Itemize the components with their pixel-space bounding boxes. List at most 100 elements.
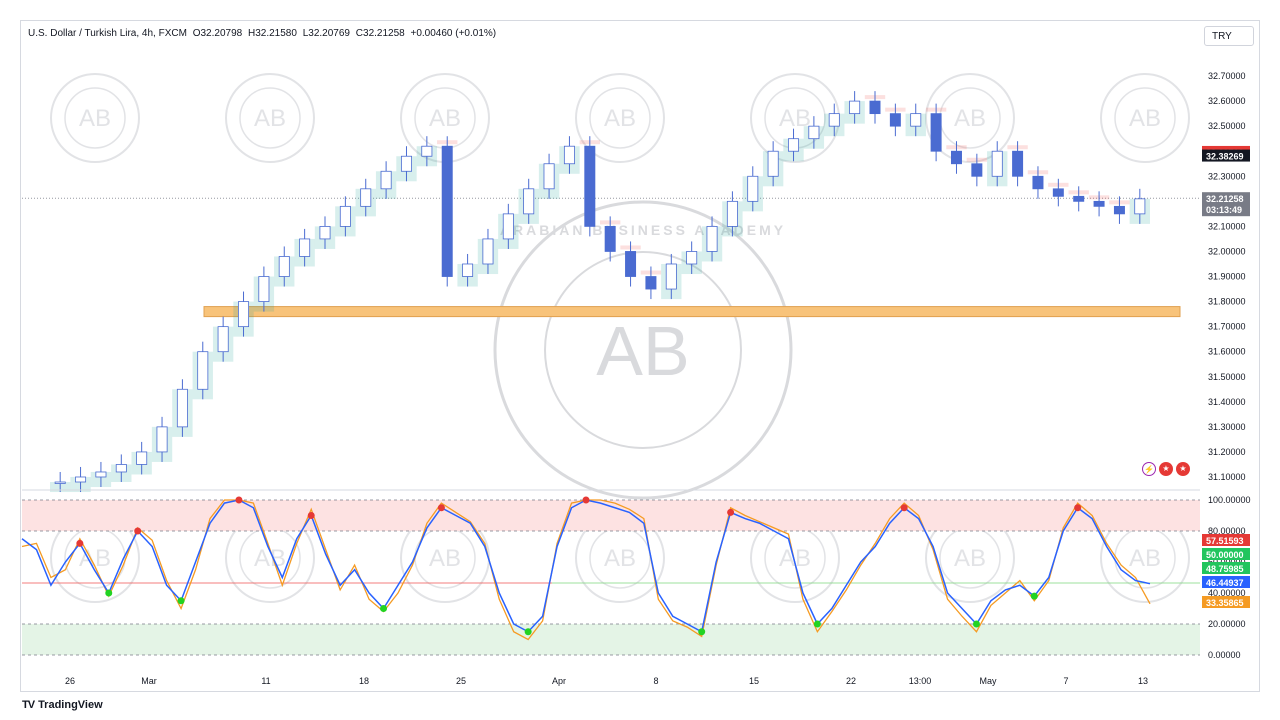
candle-body: [136, 451, 148, 465]
osc-tick-label: 100.00000: [1208, 495, 1251, 505]
osc-trough-dot: [813, 620, 821, 628]
osc-tag-value: 57.51593: [1206, 536, 1244, 546]
price-tick-label: 31.60000: [1208, 347, 1246, 357]
candle-body: [889, 113, 901, 127]
candle-body: [563, 145, 575, 165]
candle-body: [400, 155, 412, 172]
candle-body: [706, 225, 718, 252]
watermark-letters: AB: [604, 105, 636, 132]
osc-tag-box: [1202, 596, 1250, 608]
osc-peak-dot: [582, 496, 590, 504]
time-tick-label: 11: [261, 676, 270, 686]
tradingview-brand[interactable]: TV TradingView: [22, 699, 103, 711]
candle-body: [360, 188, 372, 207]
price-tag-box: [1202, 149, 1250, 162]
candle-body: [849, 100, 861, 115]
candle-body: [95, 471, 107, 478]
chart-frame: [20, 20, 1260, 692]
price-tick-label: 31.80000: [1208, 297, 1246, 307]
watermark-ring: [1100, 73, 1190, 163]
candle-body: [869, 100, 881, 115]
candle-body: [543, 163, 555, 190]
time-tick-label: 25: [456, 676, 466, 686]
candle-body: [299, 238, 311, 257]
osc-tag-box: [1202, 576, 1250, 588]
candle-body: [54, 481, 66, 484]
watermark-letters: AB: [604, 545, 636, 572]
price-tick-label: 31.40000: [1208, 397, 1246, 407]
candle-body: [156, 426, 168, 453]
candle-body: [604, 225, 616, 252]
price-tick-label: 32.70000: [1208, 71, 1246, 81]
price-tick-label: 32.30000: [1208, 171, 1246, 181]
osc-tag-value: 50.00000: [1206, 550, 1244, 560]
price-tick-label: 31.30000: [1208, 422, 1246, 432]
candle-body: [645, 276, 657, 290]
us-flag-icon[interactable]: ★: [1159, 462, 1173, 476]
osc-peak-dot: [900, 504, 908, 512]
price-tag-box: [1202, 192, 1250, 217]
candle-body: [1113, 205, 1125, 215]
time-tick-label: 22: [846, 676, 856, 686]
oscillator-pane[interactable]: [21, 496, 1200, 656]
price-tick-label: 32.50000: [1208, 121, 1246, 131]
watermark-ring: [925, 73, 1015, 163]
candle-body: [339, 205, 351, 227]
osc-trough-dot: [698, 628, 706, 636]
candle-body: [523, 188, 535, 215]
price-tick-label: 32.60000: [1208, 96, 1246, 106]
watermark-ring: [50, 73, 140, 163]
price-tag-countdown: 03:13:49: [1206, 205, 1242, 215]
watermark-seal-large: AB ARABIAN BUSINESS ACADEMY: [493, 200, 793, 500]
candle-body: [665, 263, 677, 290]
candle-body: [625, 251, 637, 277]
candle-body: [910, 113, 922, 127]
osc-trough-dot: [177, 597, 185, 605]
lightning-icon[interactable]: ⚡: [1142, 462, 1156, 476]
watermark-letters: AB: [954, 105, 986, 132]
candle-body: [1134, 198, 1146, 215]
watermark-letters: AB: [254, 105, 286, 132]
us-flag-icon-2[interactable]: ★: [1176, 462, 1190, 476]
symbol-name[interactable]: U.S. Dollar / Turkish Lira, 4h, FXCM: [28, 28, 187, 39]
watermark-seal: AB: [1100, 73, 1190, 163]
osc-peak-dot: [307, 512, 315, 519]
candle-body: [828, 113, 840, 127]
candle-body: [1032, 175, 1044, 190]
candle-body: [421, 145, 433, 157]
candle-body: [584, 145, 596, 227]
candle-body: [747, 175, 759, 202]
price-tick-label: 31.70000: [1208, 322, 1246, 332]
watermark-seal: AB: [750, 73, 840, 163]
watermark-seal: AB: [575, 73, 665, 163]
osc-tick-label: 80.00000: [1208, 526, 1246, 536]
indicator-icons[interactable]: ⚡ ★ ★: [1142, 462, 1190, 476]
watermark-letters: AB: [954, 545, 986, 572]
price-tag-value: 32.38269: [1206, 152, 1244, 162]
watermark-large-inner: [544, 251, 742, 449]
price-tick-label: 31.20000: [1208, 447, 1246, 457]
watermark-seal: AB: [575, 513, 665, 603]
candle-body: [1012, 150, 1024, 177]
watermark-inner-ring: [64, 87, 126, 149]
time-tick-label: 7: [1063, 676, 1068, 686]
osc-tag-box: [1202, 562, 1250, 574]
ohlc-high: H32.21580: [248, 28, 297, 39]
watermark-inner-ring: [589, 87, 651, 149]
candle-body: [75, 476, 87, 483]
symbol-legend[interactable]: U.S. Dollar / Turkish Lira, 4h, FXCM O32…: [28, 28, 499, 39]
ohlc-low: L32.20769: [302, 28, 350, 39]
ohlc-close: C32.21258: [355, 28, 405, 39]
watermark-ring: [225, 73, 315, 163]
currency-selector[interactable]: TRY: [1204, 26, 1254, 46]
price-pane[interactable]: [22, 91, 1200, 493]
candle-body: [380, 170, 392, 190]
price-tags: 32.3971232.3826932.2125803:13:4957.51593…: [1202, 145, 1250, 608]
osc-peak-dot: [235, 496, 243, 504]
candle-body: [482, 238, 494, 265]
osc-tag-value: 46.44937: [1206, 578, 1244, 588]
overbought-zone: [22, 500, 1200, 531]
candle-body: [258, 276, 270, 302]
